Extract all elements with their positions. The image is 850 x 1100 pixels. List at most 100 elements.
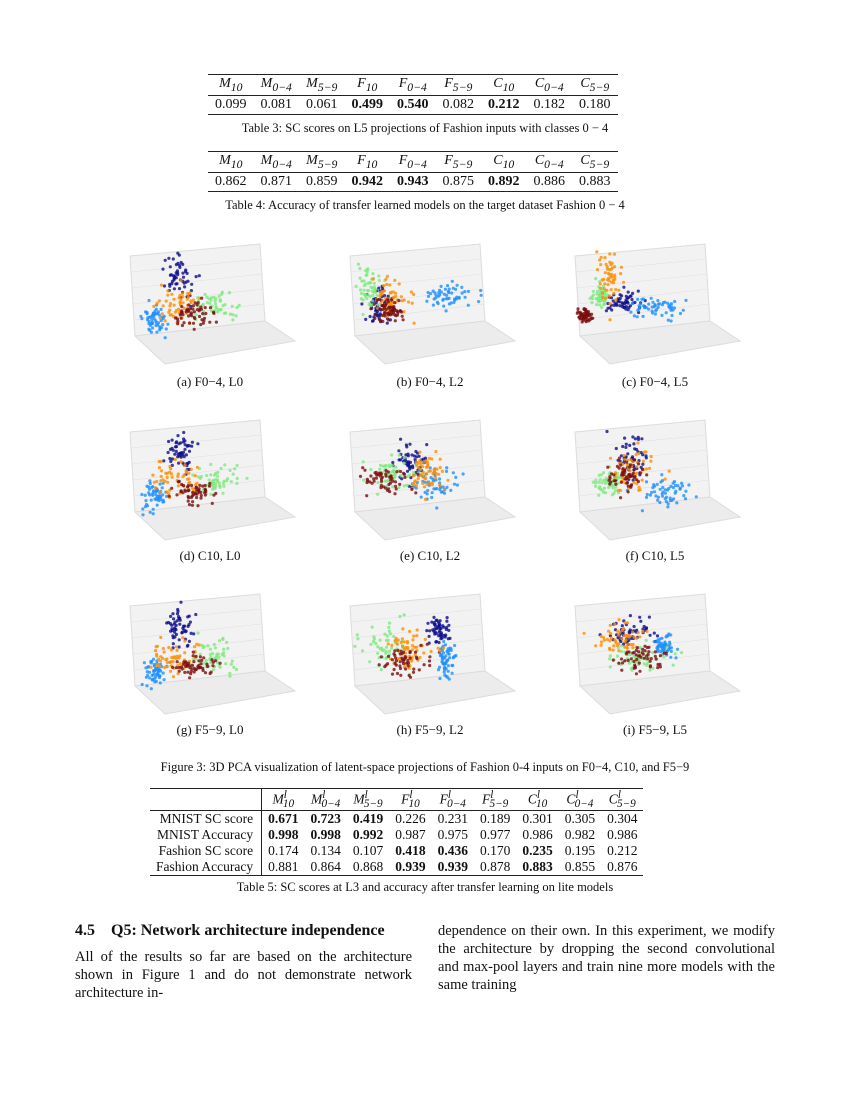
scatter-point — [642, 662, 646, 666]
scatter-point — [372, 281, 376, 285]
scatter-point — [638, 669, 642, 673]
scatter-point — [578, 317, 582, 321]
scatter-point — [389, 475, 393, 479]
table-4-cell: 0.886 — [533, 173, 566, 189]
scatter-point — [386, 313, 390, 317]
scatter-point — [622, 634, 626, 638]
scatter-point — [604, 476, 608, 481]
scatter-point — [641, 629, 645, 634]
scatter-point — [602, 287, 606, 291]
scatter-point — [597, 493, 601, 497]
scatter-point — [205, 301, 209, 305]
scatter-point — [635, 315, 639, 319]
grid-line — [575, 608, 707, 623]
scatter-point — [678, 311, 683, 316]
table-3-header: C0−4 — [534, 76, 564, 94]
scatter-point — [428, 629, 432, 633]
table-3-header: C5−9 — [580, 76, 610, 94]
scatter-point — [435, 300, 439, 304]
grid-line — [350, 608, 482, 623]
scatter-point — [174, 666, 178, 670]
scatter-point — [176, 452, 180, 456]
scatter-point — [442, 633, 446, 638]
scatter-point — [626, 490, 630, 494]
scatter-point — [403, 475, 407, 479]
scatter-point — [151, 485, 155, 489]
scatter-point — [659, 480, 663, 484]
scatter-point — [208, 306, 213, 310]
scatter-point — [606, 283, 610, 287]
scatter-point — [386, 294, 390, 298]
scatter-3d-plot — [129, 419, 297, 541]
scatter-point — [628, 628, 632, 632]
scatter-point — [630, 297, 634, 302]
grid-line — [131, 449, 263, 465]
scatter-point — [195, 642, 199, 646]
scatter-point — [368, 314, 372, 319]
scatter-point — [178, 662, 182, 666]
scatter-point — [387, 625, 391, 629]
scatter-point — [175, 619, 179, 623]
scatter-point — [409, 659, 414, 663]
scatter-point — [639, 451, 643, 455]
scatter-point — [652, 483, 656, 487]
scatter-point — [213, 646, 217, 650]
scatter-point — [445, 466, 449, 470]
scatter-point — [444, 309, 448, 313]
table-5-cell: 0.107 — [352, 843, 384, 859]
scatter-point — [178, 293, 182, 298]
scatter-point — [642, 450, 646, 454]
scatter-point — [181, 301, 185, 305]
scatter-point — [393, 301, 397, 305]
scatter-point — [463, 295, 467, 299]
scatter-point — [655, 640, 659, 644]
scatter-point — [623, 621, 627, 625]
scatter-point — [422, 651, 426, 655]
scatter-point — [196, 442, 200, 446]
scatter-point — [140, 317, 144, 321]
scatter-point — [220, 290, 224, 294]
scatter-point — [630, 630, 635, 634]
scatter-point — [669, 319, 673, 323]
table-3-cell: 0.212 — [488, 96, 520, 112]
scatter-point — [210, 501, 214, 505]
scatter-point — [441, 485, 445, 489]
scatter-point — [170, 486, 174, 490]
scatter-point — [579, 312, 583, 316]
scatter-point — [183, 463, 187, 467]
scatter-point — [386, 298, 390, 302]
scatter-point — [388, 465, 392, 469]
scatter-point — [412, 321, 416, 325]
scatter-point — [208, 301, 212, 305]
axes-floor — [578, 320, 742, 365]
scatter-point — [612, 644, 616, 648]
scatter-point — [450, 663, 454, 668]
scatter-point — [412, 667, 416, 671]
scatter-point — [174, 282, 178, 286]
scatter-point — [625, 460, 629, 464]
scatter-point — [379, 646, 384, 650]
scatter-point — [466, 303, 470, 307]
scatter-point — [382, 284, 386, 288]
scatter-point — [602, 636, 606, 640]
scatter-point — [627, 631, 632, 635]
scatter-point — [235, 476, 239, 481]
scatter-point — [427, 456, 431, 460]
scatter-point — [655, 307, 659, 311]
scatter-point — [643, 644, 647, 648]
scatter-point — [211, 664, 215, 668]
scatter-point — [438, 649, 442, 653]
scatter-point — [641, 627, 645, 631]
table-5-cell: 0.855 — [564, 859, 596, 875]
scatter-point — [222, 647, 226, 651]
scatter-point — [424, 476, 428, 480]
scatter-point — [209, 660, 213, 664]
scatter-point — [376, 303, 380, 307]
scatter-point — [147, 320, 151, 324]
scatter-point — [614, 298, 618, 302]
subfigure-caption: (c) F0−4, L5 — [621, 374, 689, 389]
scatter-point — [173, 452, 177, 456]
scatter-point — [156, 321, 161, 325]
scatter-point — [381, 304, 385, 308]
scatter-point — [174, 632, 178, 637]
